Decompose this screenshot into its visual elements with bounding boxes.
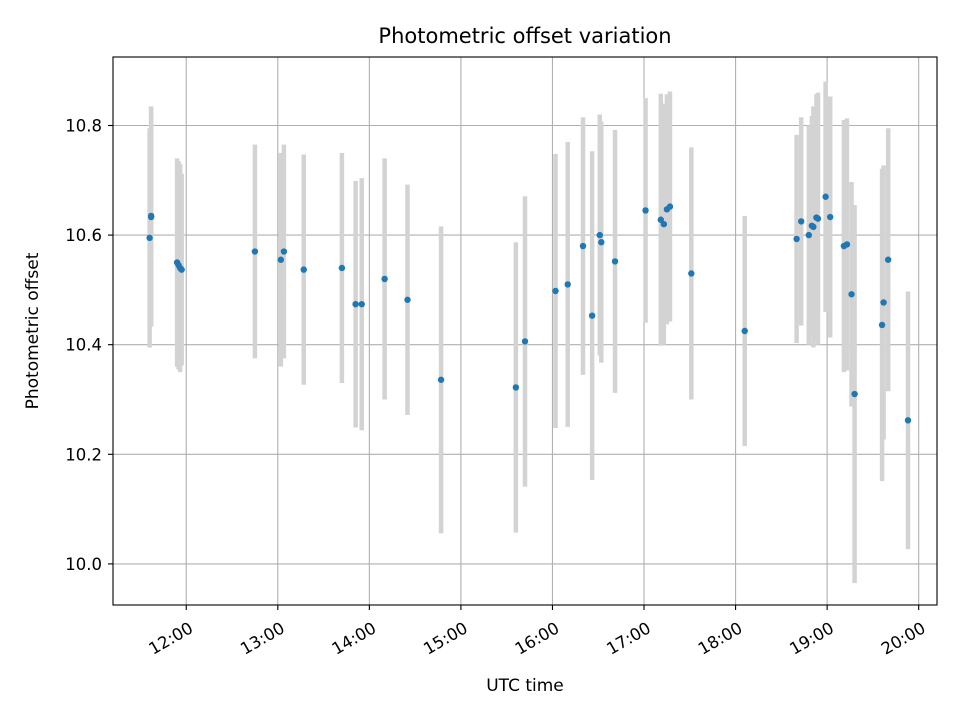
data-point [300,266,307,273]
y-tick-label: 10.0 [65,555,102,574]
data-point [596,231,603,239]
data-point [822,193,829,200]
data-point [904,417,912,424]
data-point [338,264,346,272]
data-point [280,248,288,255]
y-tick-label: 10.6 [65,226,102,245]
data-point [437,376,445,383]
chart-title: Photometric offset variation [378,24,671,48]
data-point [851,390,858,398]
y-axis-ticks: 10.0 10.2 10.4 10.6 10.8 [65,117,113,574]
data-point [880,299,887,306]
data-point [521,338,529,345]
data-point [843,241,851,248]
data-point [598,239,605,246]
data-point [797,218,805,225]
data-point [805,231,813,239]
data-points [146,193,912,424]
data-point [512,384,520,391]
data-point [793,235,800,243]
y-tick-label: 10.2 [65,445,102,464]
data-point [147,212,155,220]
data-point [352,300,359,308]
y-tick-label: 10.8 [65,117,102,136]
y-axis-label: Photometric offset [23,252,43,409]
data-point [642,207,649,214]
data-point [381,275,388,283]
data-point [660,220,668,228]
data-point [404,296,411,303]
data-point [358,300,365,308]
data-point [741,327,748,335]
data-point [564,281,571,288]
data-point [848,291,855,298]
data-point [277,256,285,263]
plot-frame [112,56,938,606]
y-tick-label: 10.4 [65,336,102,355]
data-point [178,266,185,273]
data-point [878,321,886,329]
data-point [666,203,674,210]
x-axis-label: UTC time [486,676,564,696]
data-point [810,223,817,231]
data-point [552,287,559,295]
data-point [688,270,695,277]
data-point [611,258,619,265]
data-point [826,213,834,221]
data-point [146,234,153,242]
data-point [579,242,587,250]
data-point [588,312,596,319]
data-point [251,248,259,255]
data-point [814,215,822,222]
data-point [884,256,892,263]
